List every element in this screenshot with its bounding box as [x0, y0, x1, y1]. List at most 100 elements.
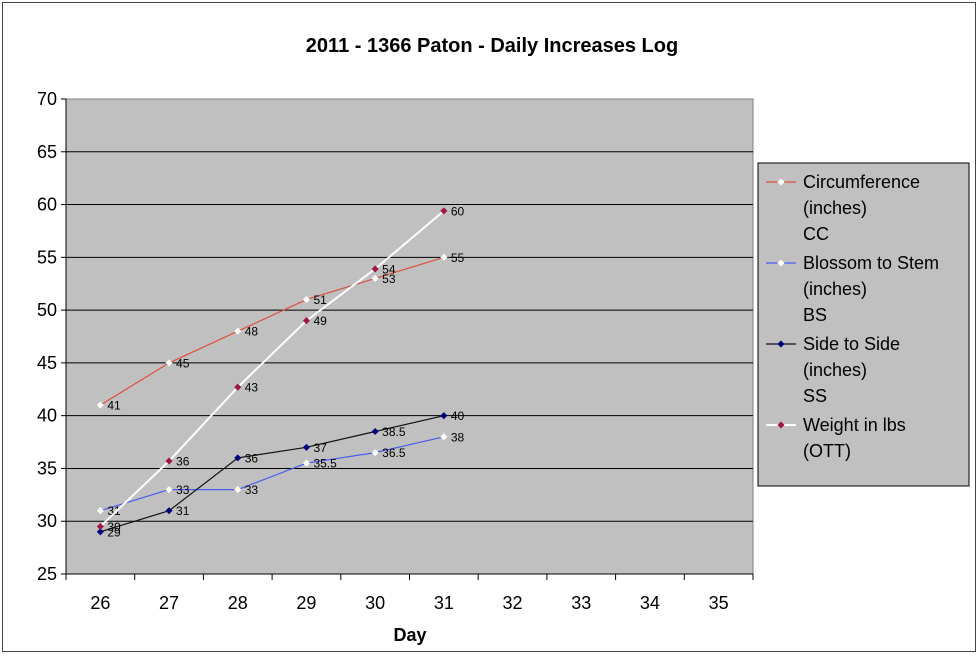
data-label: 60: [451, 204, 465, 218]
y-tick-label: 40: [37, 406, 57, 426]
data-point: [234, 486, 242, 494]
data-point: [302, 317, 310, 325]
data-point: [371, 427, 379, 436]
legend-label: (inches): [803, 198, 867, 218]
legend-item-4: Weight in lbs (OTT): [766, 415, 906, 461]
data-point: [371, 265, 379, 273]
y-tick-label: 70: [37, 89, 57, 109]
data-point: [234, 327, 242, 335]
legend-item-3: Side to Side (inches) SS: [766, 334, 900, 406]
data-label: 48: [245, 325, 259, 339]
plot-area: [65, 98, 754, 575]
series-2: 31 33 33 35.5 36.5 38: [96, 430, 465, 518]
x-tick-label: 26: [90, 593, 110, 613]
series-line: [100, 415, 445, 533]
legend-label: Side to Side: [803, 334, 900, 354]
y-tick-label: 60: [37, 195, 57, 215]
data-point: [165, 359, 173, 367]
x-tick-label: 29: [296, 593, 316, 613]
data-label: 53: [382, 272, 396, 286]
y-tick-label: 55: [37, 247, 57, 267]
data-point: [302, 459, 310, 467]
x-tick-label: 35: [709, 593, 729, 613]
legend-item-1: Circumference (inches) CC: [766, 172, 920, 244]
y-tick-label: 35: [37, 458, 57, 478]
data-label: 37: [313, 441, 327, 455]
data-label: 36.5: [382, 446, 406, 460]
legend-item-2: Blossom to Stem (inches) BS: [766, 253, 939, 325]
legend-swatch-marker: [777, 421, 785, 429]
y-tick-label: 50: [37, 300, 57, 320]
data-label: 31: [176, 504, 190, 518]
data-label: 33: [176, 483, 190, 497]
data-label: 35.5: [313, 457, 337, 471]
legend-label: Weight in lbs: [803, 415, 906, 435]
data-label: 36: [245, 451, 259, 465]
data-point: [165, 486, 173, 494]
data-label: 51: [313, 293, 327, 307]
line-chart: 2011 - 1366 Paton - Daily Increases Log …: [37, 35, 970, 645]
data-label: 29: [107, 525, 121, 539]
legend-label: BS: [803, 305, 827, 325]
data-point: [440, 433, 448, 441]
x-tick-label: 27: [159, 593, 179, 613]
data-point: [440, 207, 448, 215]
legend-label: (inches): [803, 279, 867, 299]
data-point: [165, 457, 173, 465]
legend-box: [757, 162, 970, 487]
data-label: 40: [451, 409, 465, 423]
data-point: [234, 454, 242, 462]
data-label: 41: [107, 399, 121, 413]
data-point: [302, 443, 310, 451]
legend-swatch-marker: [777, 259, 785, 267]
legend-swatch-marker: [777, 340, 785, 348]
x-tick-label: 34: [640, 593, 660, 613]
legend-label: (OTT): [803, 441, 851, 461]
data-label: 49: [313, 314, 327, 328]
data-label: 45: [176, 356, 190, 370]
y-tick-label: 30: [37, 511, 57, 531]
data-point: [96, 401, 104, 409]
series-4: 30 36 43 49 54 60: [96, 204, 465, 534]
legend-label: Circumference: [803, 172, 920, 192]
y-tick-label: 25: [37, 564, 57, 584]
legend: Circumference (inches) CC Blossom to Stem (i…: [757, 162, 970, 487]
data-label: 31: [107, 504, 121, 518]
data-point: [234, 383, 242, 391]
legend-swatch-marker: [777, 178, 785, 186]
series-group: 41 45 48 51 53 55 31 33 33 35.5 36.5 38 29 31 36 37 38.5…: [96, 204, 465, 539]
legend-label: CC: [803, 224, 829, 244]
grid-lines: [66, 151, 753, 522]
data-point: [96, 528, 104, 536]
data-point: [96, 522, 104, 531]
data-label: 43: [245, 381, 259, 395]
series-line: [100, 436, 445, 512]
legend-label: (inches): [803, 360, 867, 380]
data-point: [371, 449, 379, 457]
x-axis-label: Day: [393, 625, 426, 645]
data-label: 33: [245, 483, 259, 497]
y-tick-label: 65: [37, 142, 57, 162]
series-line: [99, 256, 445, 406]
data-label: 38.5: [382, 425, 406, 439]
y-tick-label: 45: [37, 353, 57, 373]
data-point: [302, 296, 310, 304]
data-label: 55: [451, 251, 465, 265]
data-label: 38: [451, 430, 465, 444]
x-tick-label: 30: [365, 593, 385, 613]
x-tick-label: 33: [571, 593, 591, 613]
data-point: [440, 412, 448, 420]
legend-label: Blossom to Stem: [803, 253, 939, 273]
data-label: 30: [107, 520, 121, 534]
chart-title: 2011 - 1366 Paton - Daily Increases Log: [306, 35, 678, 57]
series-line: [99, 210, 445, 528]
data-label: 36: [176, 455, 190, 469]
data-label: 54: [382, 262, 396, 276]
data-point: [371, 274, 379, 282]
x-tick-label: 28: [228, 593, 248, 613]
legend-label: SS: [803, 386, 827, 406]
x-tick-label: 32: [503, 593, 523, 613]
x-tick-label: 31: [434, 593, 454, 613]
